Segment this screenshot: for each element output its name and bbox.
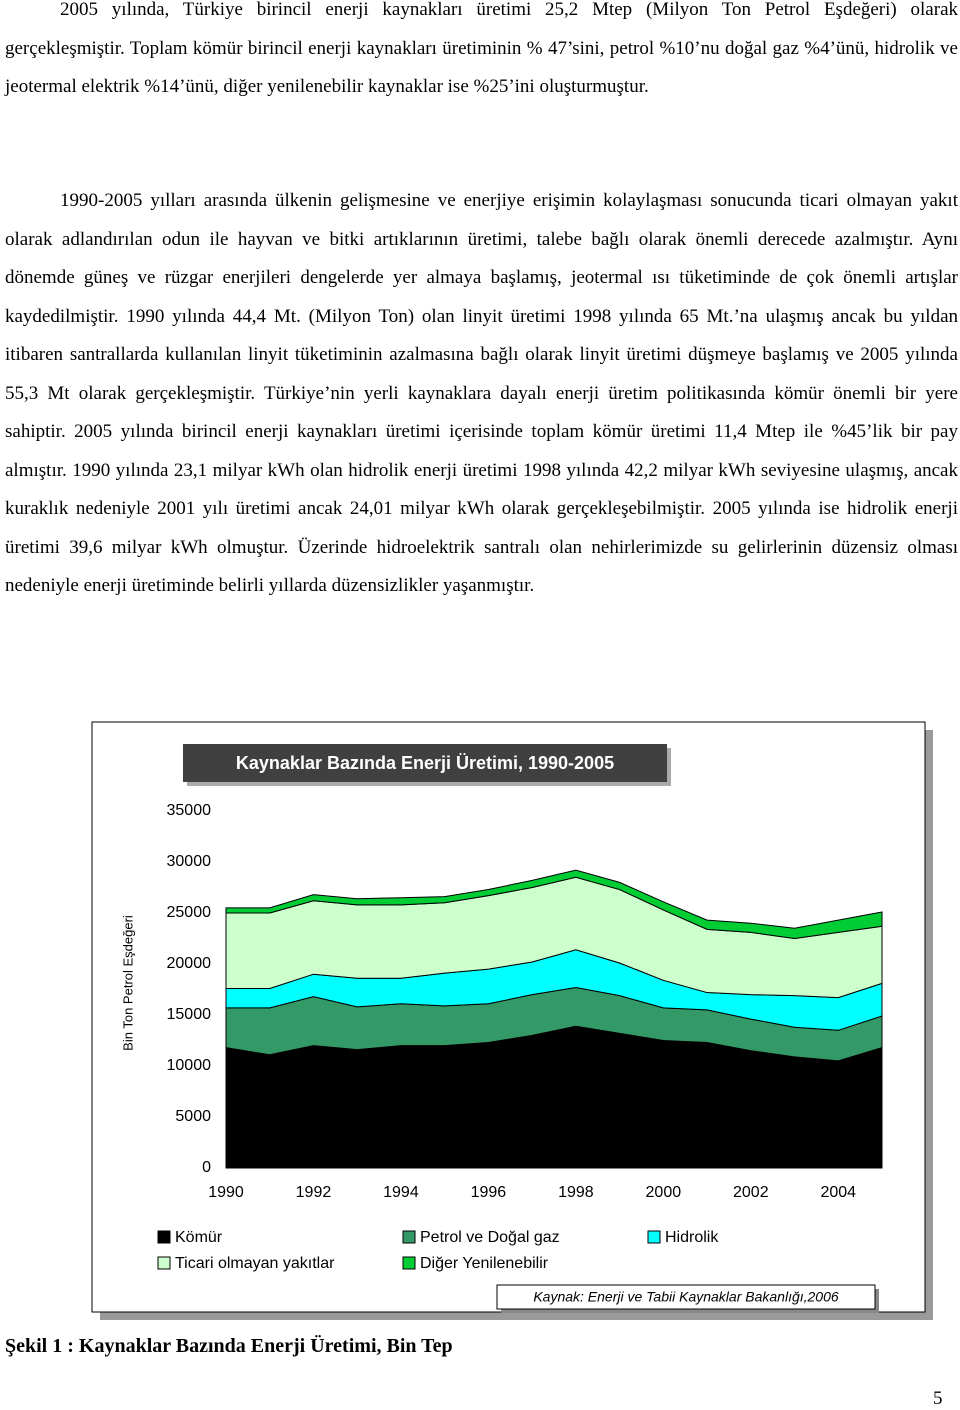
chart: Kaynaklar Bazında Enerji Üretimi, 1990-2… <box>91 721 933 1320</box>
page-number: 5 <box>933 1388 943 1409</box>
y-tick-label: 30000 <box>167 853 212 870</box>
x-tick-label: 1994 <box>383 1184 419 1201</box>
x-tick-label: 1996 <box>471 1184 507 1201</box>
x-tick-label: 1990 <box>208 1184 244 1201</box>
y-tick-label: 25000 <box>167 904 212 921</box>
source: Kaynak: Enerji ve Tabii Kaynaklar Bakanl… <box>533 1289 839 1305</box>
legend-label: Diğer Yenilenebilir <box>420 1255 549 1272</box>
y-tick-label: 5000 <box>175 1108 211 1125</box>
legend-label: Petrol ve Doğal gaz <box>420 1229 560 1246</box>
legend-swatch <box>157 1256 171 1270</box>
y-axis-title: Bin Ton Petrol Eşdeğeri <box>120 915 135 1051</box>
y-tick-label: 20000 <box>167 955 212 972</box>
caption: Şekil 1 : Kaynaklar Bazında Enerji Üreti… <box>5 1335 453 1357</box>
y-tick-label: 10000 <box>167 1057 212 1074</box>
x-tick-label: 2002 <box>733 1184 769 1201</box>
legend-swatch <box>402 1256 416 1270</box>
chart-title: Kaynaklar Bazında Enerji Üretimi, 1990-2… <box>236 753 614 773</box>
y-tick-label: 15000 <box>167 1006 212 1023</box>
paragraph: 1990-2005 yılları arasında ülkenin geliş… <box>5 190 958 596</box>
title-box <box>183 744 667 782</box>
legend-label: Hidrolik <box>665 1229 719 1246</box>
area <box>225 869 883 940</box>
legend-swatch <box>647 1230 661 1244</box>
legend-swatch <box>402 1230 416 1244</box>
y-tick-label: 35000 <box>167 802 212 819</box>
x-tick-label: 1992 <box>296 1184 332 1201</box>
source-box <box>496 1284 876 1310</box>
legend-label: Ticari olmayan yakıtlar <box>175 1255 335 1272</box>
legend-label: Kömür <box>175 1229 223 1246</box>
x-tick-label: 2000 <box>646 1184 682 1201</box>
paragraph: 2005 yılında, Türkiye birincil enerji ka… <box>5 0 958 97</box>
x-tick-label: 1998 <box>558 1184 594 1201</box>
x-tick-label: 2004 <box>820 1184 856 1201</box>
y-tick-label: 0 <box>202 1159 211 1176</box>
legend-swatch <box>157 1230 171 1244</box>
